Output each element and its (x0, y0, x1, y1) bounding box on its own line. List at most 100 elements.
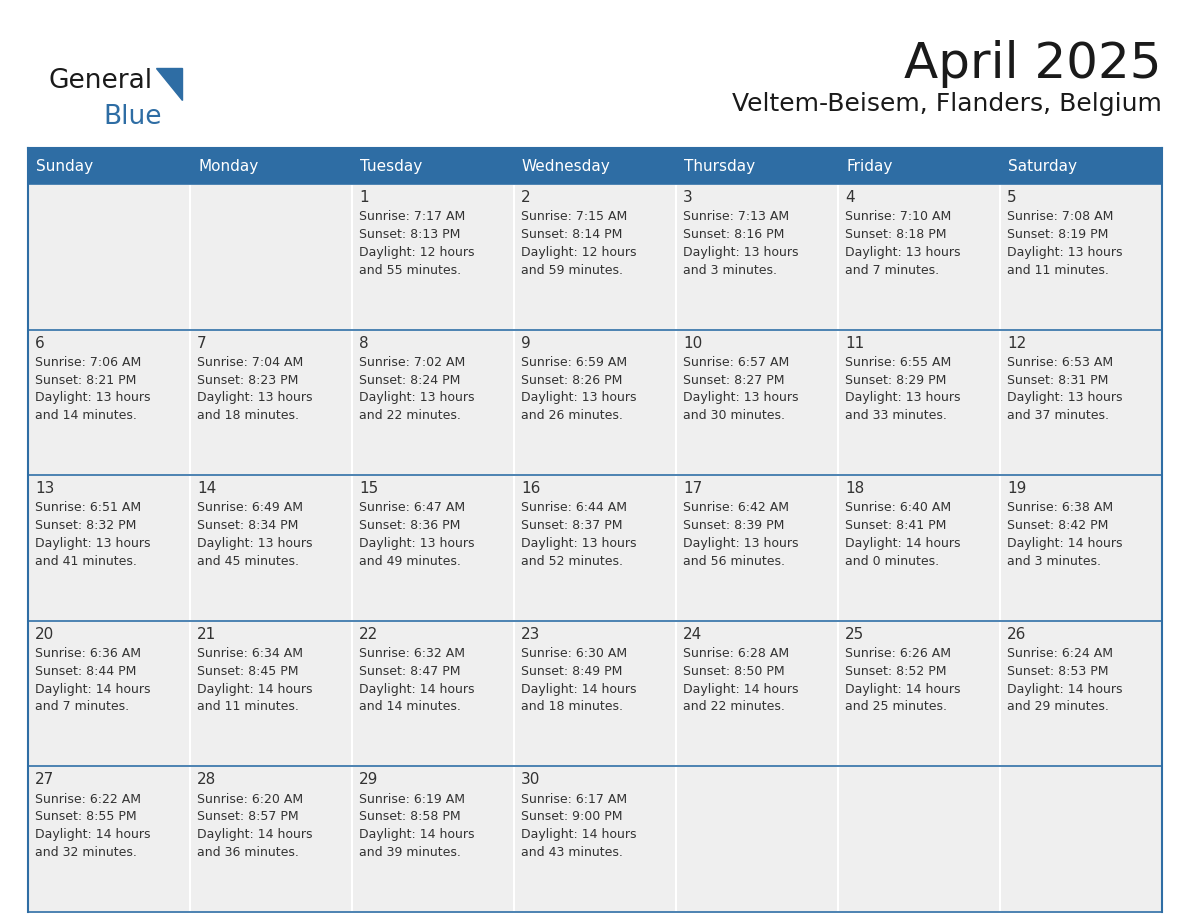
Text: Sunrise: 6:22 AM: Sunrise: 6:22 AM (34, 792, 141, 806)
Text: 14: 14 (197, 481, 216, 497)
Text: Sunset: 8:53 PM: Sunset: 8:53 PM (1007, 665, 1108, 677)
Text: Daylight: 13 hours: Daylight: 13 hours (522, 537, 637, 550)
Text: Sunrise: 7:10 AM: Sunrise: 7:10 AM (845, 210, 952, 223)
Bar (676, 621, 838, 767)
Text: 1: 1 (359, 190, 368, 205)
Text: and 0 minutes.: and 0 minutes. (845, 554, 940, 568)
Text: and 3 minutes.: and 3 minutes. (1007, 554, 1101, 568)
Text: 18: 18 (845, 481, 864, 497)
Text: Sunrise: 6:26 AM: Sunrise: 6:26 AM (845, 647, 952, 660)
Text: Sunrise: 6:38 AM: Sunrise: 6:38 AM (1007, 501, 1113, 514)
Text: Friday: Friday (846, 159, 892, 174)
Text: Daylight: 14 hours: Daylight: 14 hours (845, 683, 961, 696)
Text: Sunrise: 6:28 AM: Sunrise: 6:28 AM (683, 647, 789, 660)
Text: 23: 23 (522, 627, 541, 642)
Text: and 11 minutes.: and 11 minutes. (1007, 263, 1108, 276)
Bar (514, 767, 676, 912)
Text: 4: 4 (845, 190, 854, 205)
Text: 12: 12 (1007, 336, 1026, 351)
Text: 17: 17 (683, 481, 702, 497)
Bar (838, 767, 1000, 912)
Text: and 45 minutes.: and 45 minutes. (197, 554, 299, 568)
Text: 20: 20 (34, 627, 55, 642)
Text: Sunrise: 6:30 AM: Sunrise: 6:30 AM (522, 647, 627, 660)
Bar (190, 767, 352, 912)
Text: Sunset: 8:24 PM: Sunset: 8:24 PM (359, 374, 461, 386)
Text: Sunrise: 6:53 AM: Sunrise: 6:53 AM (1007, 356, 1113, 369)
Text: 9: 9 (522, 336, 531, 351)
Bar (190, 621, 352, 767)
Text: and 49 minutes.: and 49 minutes. (359, 554, 461, 568)
Text: Sunrise: 6:24 AM: Sunrise: 6:24 AM (1007, 647, 1113, 660)
Text: Sunset: 8:39 PM: Sunset: 8:39 PM (683, 520, 784, 532)
Text: Sunset: 8:44 PM: Sunset: 8:44 PM (34, 665, 137, 677)
Text: and 18 minutes.: and 18 minutes. (522, 700, 623, 713)
Bar (352, 330, 514, 476)
Text: Sunset: 8:21 PM: Sunset: 8:21 PM (34, 374, 137, 386)
Text: 24: 24 (683, 627, 702, 642)
Text: Daylight: 13 hours: Daylight: 13 hours (197, 537, 312, 550)
Text: Daylight: 13 hours: Daylight: 13 hours (845, 246, 961, 259)
Text: Daylight: 14 hours: Daylight: 14 hours (683, 683, 798, 696)
Text: 28: 28 (197, 772, 216, 788)
Text: 30: 30 (522, 772, 541, 788)
Text: 2: 2 (522, 190, 531, 205)
Text: Daylight: 14 hours: Daylight: 14 hours (845, 537, 961, 550)
Text: Sunrise: 7:02 AM: Sunrise: 7:02 AM (359, 356, 466, 369)
Text: 11: 11 (845, 336, 864, 351)
Text: Sunset: 8:27 PM: Sunset: 8:27 PM (683, 374, 784, 386)
Text: Sunset: 9:00 PM: Sunset: 9:00 PM (522, 811, 623, 823)
Text: Daylight: 14 hours: Daylight: 14 hours (522, 683, 637, 696)
Text: and 7 minutes.: and 7 minutes. (34, 700, 129, 713)
Bar (29, 148, 1162, 184)
Text: and 43 minutes.: and 43 minutes. (522, 846, 623, 859)
Text: Sunset: 8:14 PM: Sunset: 8:14 PM (522, 228, 623, 241)
Text: Sunrise: 6:40 AM: Sunrise: 6:40 AM (845, 501, 952, 514)
Text: Sunrise: 7:17 AM: Sunrise: 7:17 AM (359, 210, 466, 223)
Text: Sunset: 8:31 PM: Sunset: 8:31 PM (1007, 374, 1108, 386)
Text: Sunset: 8:55 PM: Sunset: 8:55 PM (34, 811, 137, 823)
Text: and 22 minutes.: and 22 minutes. (683, 700, 785, 713)
Bar (190, 330, 352, 476)
Text: Daylight: 12 hours: Daylight: 12 hours (359, 246, 474, 259)
Text: and 22 minutes.: and 22 minutes. (359, 409, 461, 422)
Text: 21: 21 (197, 627, 216, 642)
Text: Daylight: 13 hours: Daylight: 13 hours (522, 391, 637, 405)
Text: and 32 minutes.: and 32 minutes. (34, 846, 137, 859)
Text: and 11 minutes.: and 11 minutes. (197, 700, 299, 713)
Text: and 29 minutes.: and 29 minutes. (1007, 700, 1108, 713)
Bar (352, 621, 514, 767)
Bar (514, 621, 676, 767)
Text: Sunrise: 6:32 AM: Sunrise: 6:32 AM (359, 647, 465, 660)
Text: Daylight: 14 hours: Daylight: 14 hours (197, 828, 312, 841)
Text: Sunset: 8:37 PM: Sunset: 8:37 PM (522, 520, 623, 532)
Bar (352, 476, 514, 621)
Bar (1000, 621, 1162, 767)
Text: 7: 7 (197, 336, 207, 351)
Text: General: General (48, 68, 152, 94)
Bar (352, 184, 514, 330)
Bar (514, 330, 676, 476)
Text: Sunrise: 6:44 AM: Sunrise: 6:44 AM (522, 501, 627, 514)
Text: Tuesday: Tuesday (360, 159, 422, 174)
Text: and 26 minutes.: and 26 minutes. (522, 409, 623, 422)
Text: Sunset: 8:45 PM: Sunset: 8:45 PM (197, 665, 298, 677)
Bar (352, 767, 514, 912)
Text: Daylight: 13 hours: Daylight: 13 hours (683, 537, 798, 550)
Bar (29, 476, 190, 621)
Text: and 59 minutes.: and 59 minutes. (522, 263, 623, 276)
Text: Sunrise: 6:57 AM: Sunrise: 6:57 AM (683, 356, 789, 369)
Text: Sunset: 8:18 PM: Sunset: 8:18 PM (845, 228, 947, 241)
Text: and 52 minutes.: and 52 minutes. (522, 554, 623, 568)
Text: Daylight: 12 hours: Daylight: 12 hours (522, 246, 637, 259)
Text: 25: 25 (845, 627, 864, 642)
Text: Daylight: 13 hours: Daylight: 13 hours (197, 391, 312, 405)
Text: Daylight: 13 hours: Daylight: 13 hours (683, 246, 798, 259)
Text: Sunset: 8:57 PM: Sunset: 8:57 PM (197, 811, 298, 823)
Text: Sunset: 8:23 PM: Sunset: 8:23 PM (197, 374, 298, 386)
Text: Daylight: 13 hours: Daylight: 13 hours (1007, 246, 1123, 259)
Bar (29, 621, 190, 767)
Text: Wednesday: Wednesday (522, 159, 611, 174)
Text: 6: 6 (34, 336, 45, 351)
Text: Sunset: 8:52 PM: Sunset: 8:52 PM (845, 665, 947, 677)
